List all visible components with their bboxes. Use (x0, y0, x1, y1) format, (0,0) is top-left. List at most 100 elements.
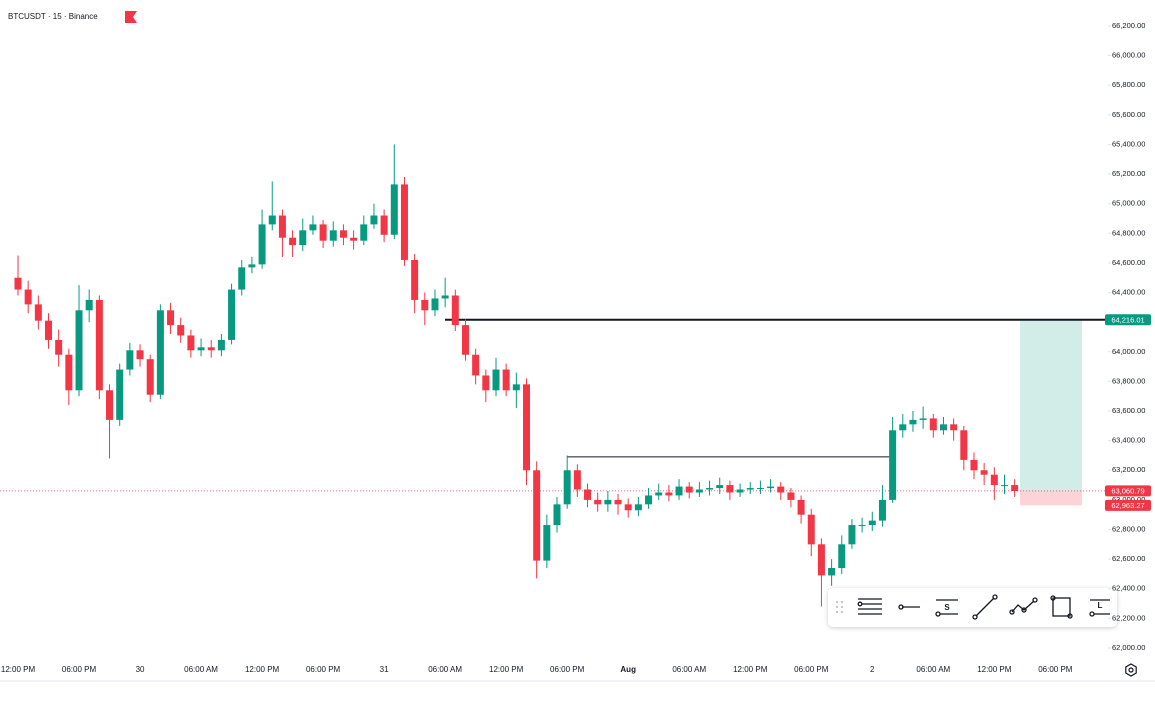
candle-body (116, 369, 124, 420)
y-tick-label: 62,800.00 (1112, 524, 1145, 533)
candle-body (492, 369, 500, 391)
flag-icon[interactable] (125, 11, 137, 23)
candle-body (594, 499, 602, 505)
candle-body (370, 215, 378, 225)
candle-body (339, 230, 347, 238)
candle-body (563, 470, 571, 505)
candle-body (45, 320, 53, 340)
candle-body (950, 424, 958, 431)
candle-body (848, 525, 856, 545)
price-label: 62,963.27 (1111, 501, 1144, 510)
candle-body (512, 384, 520, 391)
y-tick-label: 65,000.00 (1112, 199, 1145, 208)
tool-path[interactable] (1009, 597, 1038, 615)
candle-body (461, 325, 469, 355)
x-tick-label: 06:00 PM (306, 665, 341, 674)
candle-body (24, 289, 32, 305)
candle-body (65, 354, 73, 391)
candle-body (1000, 485, 1008, 487)
y-tick-label: 62,200.00 (1112, 613, 1145, 622)
candle-body (319, 224, 327, 241)
target-zone (1020, 319, 1082, 491)
candle-body (624, 504, 632, 511)
candle-body (553, 504, 561, 526)
symbol-header: BTCUSDT · 15 · Binance (8, 12, 98, 21)
x-tick-label: 06:00 AM (916, 665, 950, 674)
candle-body (817, 544, 825, 576)
candle-body (909, 419, 917, 425)
candle-body (767, 486, 775, 489)
candle-body (797, 499, 805, 515)
y-tick-label: 65,200.00 (1112, 169, 1145, 178)
candle-body (868, 520, 876, 526)
candle-body (400, 184, 408, 260)
tool-l[interactable] (1089, 599, 1110, 617)
candle-body (421, 299, 429, 311)
x-tick-label: 06:00 PM (550, 665, 585, 674)
candle-body (960, 430, 968, 460)
price-label-bg (1105, 499, 1151, 511)
candle-body (289, 237, 297, 246)
candle-body (716, 485, 724, 489)
candle-body (207, 347, 215, 351)
candle-body (889, 430, 897, 500)
y-tick-label: 63,400.00 (1112, 436, 1145, 445)
tool-trend[interactable] (972, 594, 998, 620)
candle-body (278, 215, 286, 238)
candle-body (614, 499, 622, 505)
candle-body (411, 259, 419, 300)
x-tick-label: 06:00 AM (184, 665, 218, 674)
candle-body (248, 264, 256, 268)
candle-body (533, 470, 541, 561)
candle-body (380, 215, 388, 235)
candle-body (807, 514, 815, 545)
candle-body (878, 499, 886, 521)
candle-body (390, 184, 398, 235)
gear-icon[interactable] (1125, 663, 1137, 677)
candle-body (472, 354, 480, 376)
x-tick-label: 12:00 PM (733, 665, 768, 674)
x-tick-label: 12:00 PM (245, 665, 280, 674)
plot (0, 144, 1105, 607)
candle-body (441, 295, 449, 299)
candle-body (217, 339, 225, 351)
tool-horizontal[interactable] (898, 604, 920, 610)
y-tick-label: 63,600.00 (1112, 406, 1145, 415)
candle-body (95, 299, 103, 391)
y-tick-label: 66,200.00 (1112, 21, 1145, 30)
candle-body (85, 299, 93, 311)
candle-body (1011, 485, 1019, 492)
tool-s-label: S (944, 603, 950, 612)
candle-body (584, 489, 592, 500)
x-tick-label: 06:00 AM (428, 665, 462, 674)
candle-body (502, 369, 510, 391)
y-tick-label: 64,800.00 (1112, 228, 1145, 237)
candle-body (929, 418, 937, 431)
candle-body (634, 504, 642, 511)
candle-body (451, 295, 459, 326)
candle-body (268, 215, 276, 225)
candle-body (919, 418, 927, 420)
tool-s[interactable] (935, 599, 958, 617)
candle-body (685, 486, 693, 493)
candle-body (990, 474, 998, 486)
y-tick-label: 64,600.00 (1112, 258, 1145, 267)
candle-body (899, 424, 907, 431)
y-tick-label: 63,800.00 (1112, 376, 1145, 385)
candle-body (573, 470, 581, 490)
tool-rectangle[interactable] (1050, 595, 1073, 619)
x-tick-label: 06:00 PM (1038, 665, 1073, 674)
candle-body (604, 499, 612, 505)
candle-body (939, 424, 947, 431)
candle-body (838, 544, 846, 569)
candle-body (695, 489, 703, 493)
toolbar-panel (828, 588, 1117, 627)
y-tick-label: 63,000.00 (1112, 495, 1145, 504)
candle-body (187, 335, 195, 351)
x-tick-label: 06:00 PM (62, 665, 97, 674)
drag-handle[interactable] (836, 601, 843, 613)
tool-lines[interactable] (857, 598, 882, 615)
x-tick-label: 2 (870, 665, 875, 674)
candle-body (980, 470, 988, 475)
